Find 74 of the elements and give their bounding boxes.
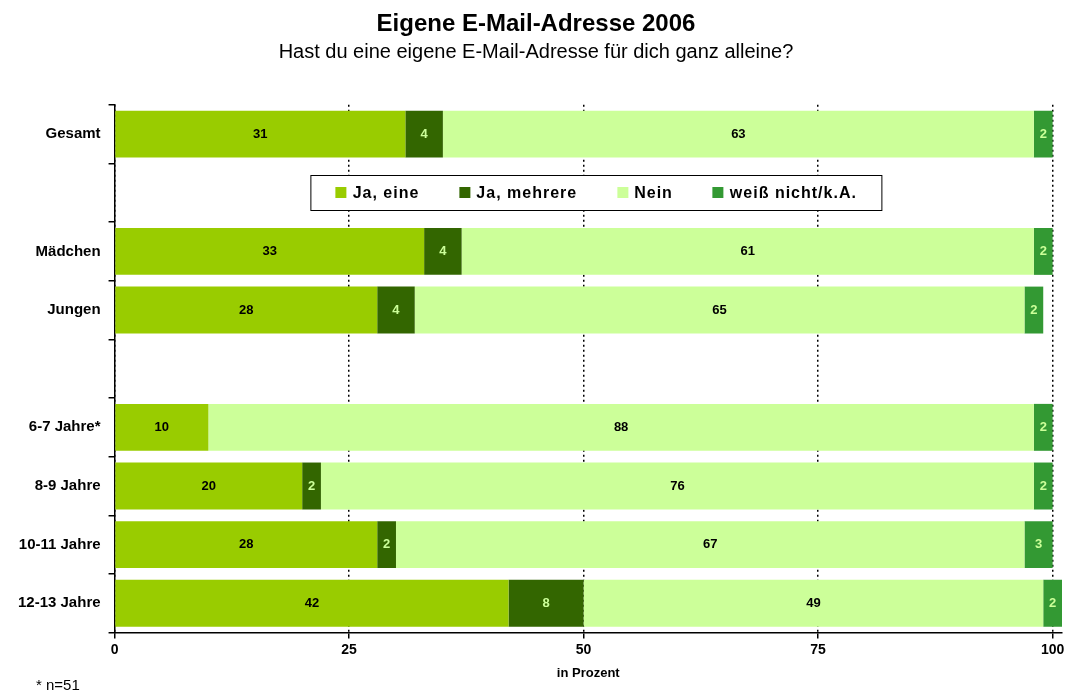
data-label: 8 [542, 594, 550, 610]
data-label: 20 [201, 477, 216, 493]
bar [414, 286, 1025, 334]
data-label: 3 [1034, 536, 1043, 552]
chart-subtitle: Hast du eine eigene E-Mail-Adresse für dich ganz alleine? [278, 40, 794, 63]
data-label: 4 [392, 301, 401, 317]
bar [115, 462, 303, 510]
data-label: 2 [1039, 125, 1047, 141]
data-label: 2 [1039, 418, 1047, 434]
bar [424, 227, 462, 275]
data-label: 63 [731, 125, 746, 141]
bar [442, 110, 1034, 158]
bar [115, 227, 425, 275]
y-tick-label: Jungen [47, 300, 101, 318]
data-label: 2 [307, 477, 316, 493]
x-tick-label: 100 [1040, 640, 1065, 657]
data-label: 28 [239, 301, 254, 317]
x-tick-label: 75 [810, 640, 827, 657]
bar [115, 521, 378, 569]
y-tick-label: Gesamt [45, 124, 101, 142]
bar [377, 521, 396, 569]
data-label: 49 [806, 594, 821, 610]
bar [115, 403, 209, 451]
data-label: 2 [1030, 301, 1038, 317]
legend-label: weiß nicht/k.A. [729, 183, 857, 202]
bar [405, 110, 443, 158]
y-tick-label: 8-9 Jahre [34, 476, 101, 494]
data-label: 88 [613, 418, 629, 434]
bar [395, 521, 1025, 569]
bar [208, 403, 1034, 451]
legend-label: Nein [634, 183, 673, 202]
data-label: 2 [1049, 594, 1057, 610]
bar [1043, 579, 1062, 627]
x-tick-label: 50 [575, 640, 592, 657]
bar [1033, 462, 1053, 510]
x-tick-label: 25 [341, 640, 358, 657]
bar [320, 462, 1034, 510]
chart-title: Eigene E-Mail-Adresse 2006 [376, 9, 696, 37]
bar [1024, 286, 1044, 334]
bar [583, 579, 1044, 627]
bar [115, 286, 378, 334]
bar [1033, 110, 1053, 158]
x-axis-title: in Prozent [556, 664, 621, 680]
y-tick-label: Mädchen [35, 241, 101, 259]
y-tick-label: 10-11 Jahre [18, 534, 101, 552]
data-label: 76 [670, 477, 685, 493]
y-tick-label: 12-13 Jahre [18, 593, 101, 611]
data-label: 2 [1039, 477, 1047, 493]
bar [1033, 227, 1053, 275]
data-label: 4 [439, 242, 448, 258]
bar [508, 579, 584, 627]
legend-label: Ja, mehrere [476, 183, 578, 202]
data-label: 33 [262, 242, 277, 258]
data-label: 2 [1039, 242, 1047, 258]
text: * n=51 [36, 676, 80, 693]
data-label: 10 [154, 418, 170, 434]
data-label: 65 [712, 301, 727, 317]
bar [302, 462, 321, 510]
bar [1024, 521, 1053, 569]
data-label: 31 [253, 125, 268, 141]
data-label: 4 [420, 125, 429, 141]
bar [115, 579, 509, 627]
bar [377, 286, 415, 334]
data-label: 28 [239, 536, 254, 552]
bar [115, 110, 406, 158]
bar [461, 227, 1034, 275]
data-label: 61 [740, 242, 755, 258]
y-tick-label: 6-7 Jahre* [28, 417, 101, 435]
data-label: 42 [304, 594, 320, 610]
x-tick-label: 0 [110, 640, 119, 657]
data-label: 2 [382, 536, 391, 552]
data-label: 67 [702, 536, 718, 552]
legend-label: Ja, eine [352, 183, 420, 202]
bar [1033, 403, 1053, 451]
